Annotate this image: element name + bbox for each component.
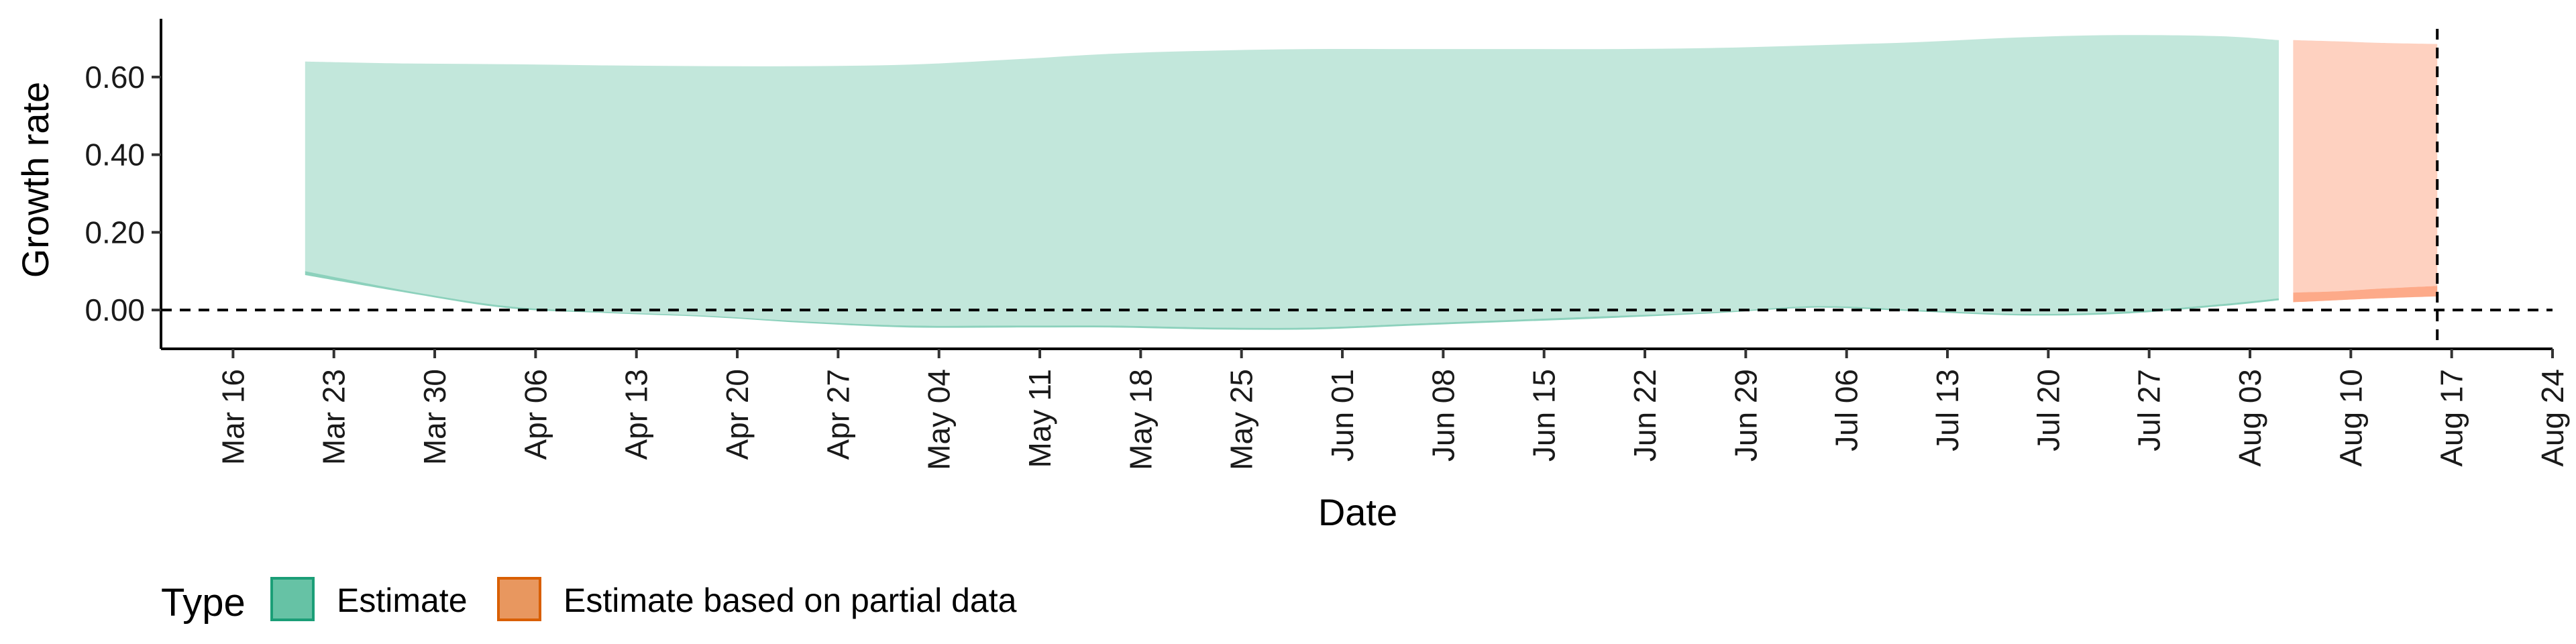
y-tick-label: 0.00 [85, 292, 145, 327]
legend-swatch-estimate [270, 577, 315, 621]
x-tick-label: Aug 10 [2333, 369, 2368, 467]
x-tick-label: Aug 17 [2434, 369, 2469, 467]
y-tick-label: 0.20 [85, 215, 145, 250]
y-tick-label: 0.40 [85, 138, 145, 172]
x-tick-label: May 04 [922, 369, 957, 470]
y-tick-label: 0.60 [85, 60, 145, 95]
x-tick-label: Jul 20 [2031, 369, 2065, 451]
x-tick-label: Jun 08 [1426, 369, 1460, 462]
x-tick-label: Apr 06 [518, 369, 553, 460]
legend-label-estimate: Estimate [337, 582, 468, 619]
x-axis-title: Date [1318, 491, 1397, 533]
x-tick-label: Jul 06 [1829, 369, 1864, 451]
reference-lines [161, 29, 2553, 349]
legend-label-partial: Estimate based on partial data [564, 582, 1017, 619]
legend: Type Estimate Estimate based on partial … [161, 577, 1017, 625]
x-tick-label: Jun 01 [1325, 369, 1360, 462]
band-partial-0 [2293, 40, 2438, 293]
legend-title: Type [161, 581, 246, 625]
x-tick-label: Apr 20 [720, 369, 755, 460]
x-tick-label: Mar 16 [215, 369, 250, 465]
x-tick-label: May 11 [1022, 369, 1057, 468]
y-axis-title: Growth rate [14, 82, 56, 278]
x-tick-label: Jun 15 [1527, 369, 1562, 462]
x-tick-label: May 25 [1224, 369, 1259, 470]
x-tick-label: Mar 23 [317, 369, 352, 465]
band-estimate-0 [305, 35, 2279, 328]
band-layer [305, 35, 2438, 330]
x-tick-label: Jun 22 [1627, 369, 1662, 462]
legend-swatch-partial [497, 577, 541, 621]
x-tick-label: Mar 30 [417, 369, 452, 465]
x-tick-label: Jul 13 [1930, 369, 1965, 451]
band-partial-1 [2293, 286, 2438, 303]
x-tick-label: Jul 27 [2132, 369, 2167, 451]
x-tick-label: Apr 27 [820, 369, 855, 460]
x-tick-label: Aug 24 [2535, 369, 2570, 467]
x-tick-label: Aug 03 [2233, 369, 2267, 467]
x-tick-label: Jun 29 [1728, 369, 1763, 462]
x-tick-label: May 18 [1123, 369, 1158, 470]
axes: 0.00 0.20 0.40 0.60 Mar 16 Mar 23 Mar 30 Apr 06… [85, 19, 2570, 470]
x-tick-label: Apr 13 [619, 369, 654, 460]
